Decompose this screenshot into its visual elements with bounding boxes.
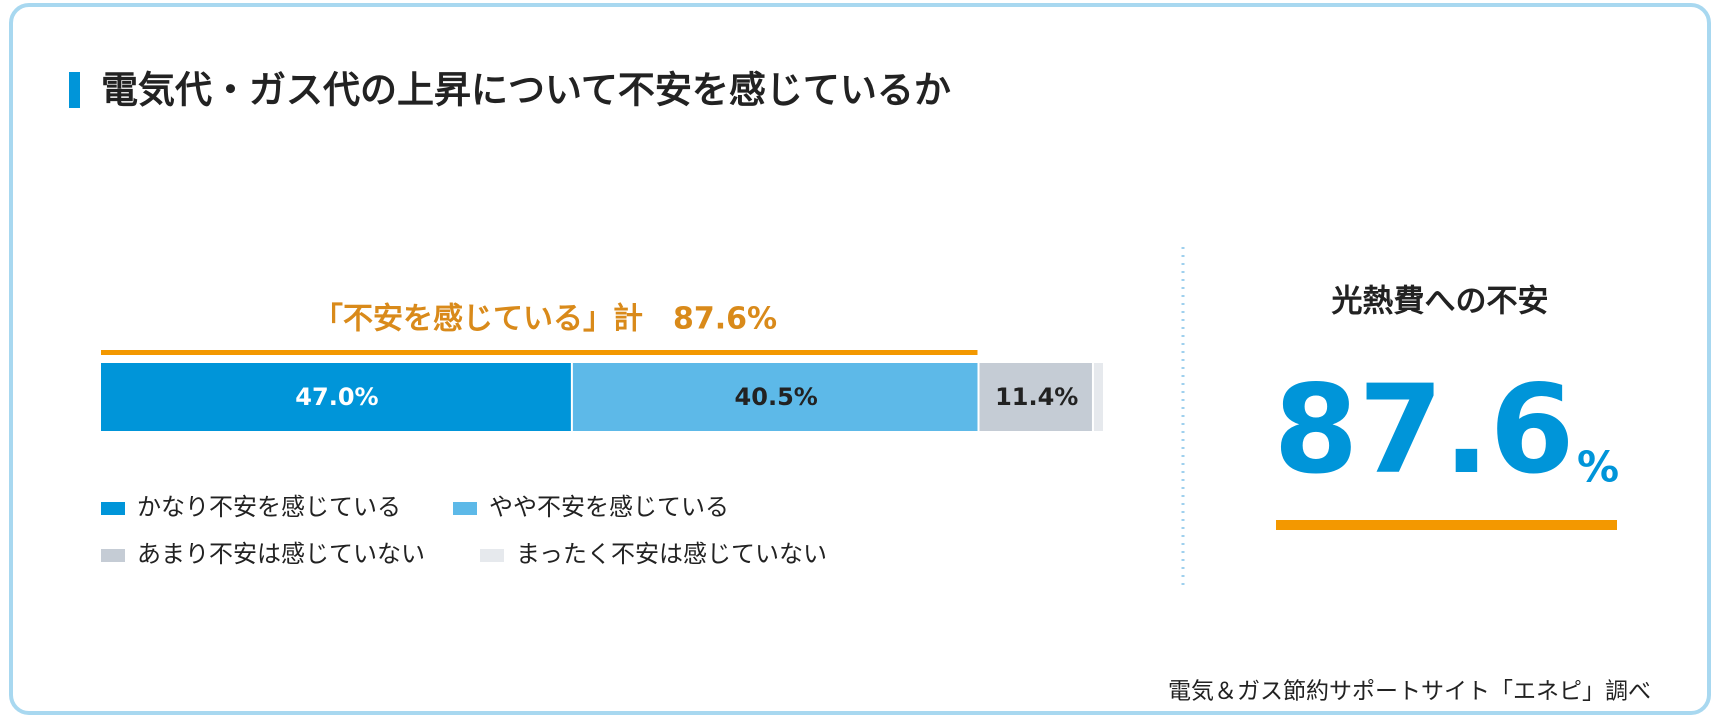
legend-label: やや不安を感じている: [489, 493, 729, 521]
legend-swatch: [101, 549, 125, 562]
chart-title: 電気代・ガス代の上昇について不安を感じているか: [101, 69, 951, 112]
title-marker: [69, 72, 80, 108]
value-label: 40.5%: [735, 383, 818, 411]
value-label: 11.4%: [995, 383, 1078, 411]
panel-unit: %: [1577, 443, 1619, 492]
legend-swatch: [101, 502, 125, 515]
frame: [9, 3, 1711, 715]
annotation-bracket: [101, 350, 978, 355]
bar: [572, 363, 978, 431]
panel-title: 光熱費への不安: [1332, 284, 1549, 320]
bar: [101, 363, 571, 431]
legend-swatch: [480, 549, 504, 562]
legend-swatch: [453, 502, 477, 515]
legend-label: まったく不安は感じていない: [516, 540, 827, 568]
legend-label: かなり不安を感じている: [137, 493, 401, 521]
panel-underline: [1276, 520, 1617, 530]
annotation: 「不安を感じている」計 87.6%: [313, 302, 777, 337]
source: 電気＆ガス節約サポートサイト「エネピ」調べ: [1168, 679, 1651, 705]
value-label: 47.0%: [295, 383, 378, 411]
bar: [1093, 363, 1103, 431]
legend-label: あまり不安は感じていない: [137, 540, 425, 568]
panel-value: 87.6: [1273, 359, 1574, 501]
bar: [979, 363, 1092, 431]
